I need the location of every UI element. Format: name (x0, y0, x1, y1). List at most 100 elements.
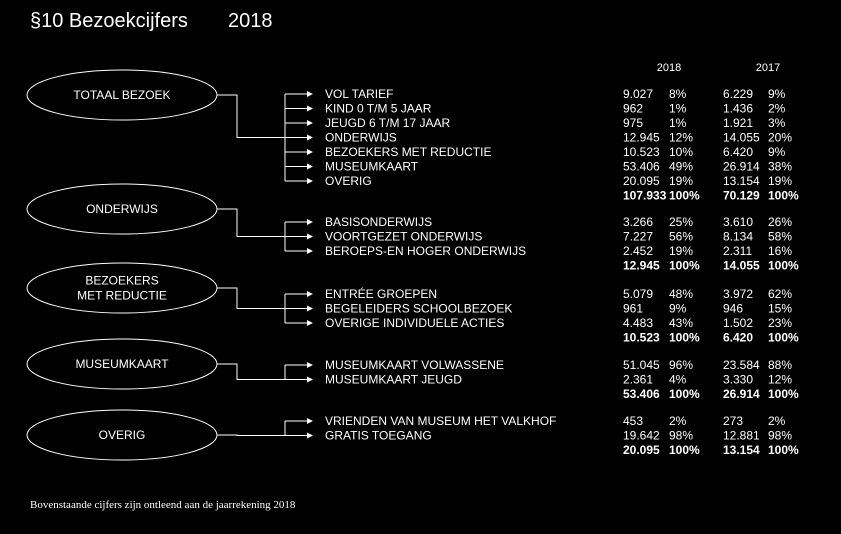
arrowhead (307, 149, 313, 155)
total-percent-2017: 100% (768, 387, 799, 401)
percent-2017: 26% (768, 215, 792, 229)
total-2018: 107.933 (623, 189, 667, 203)
value-2017: 3.610 (723, 215, 753, 229)
value-2017: 14.055 (723, 131, 760, 145)
value-2018: 9.027 (623, 87, 653, 101)
arrowhead (307, 320, 313, 326)
percent-2018: 96% (669, 358, 693, 372)
category-label: ENTRÉE GROEPEN (325, 286, 437, 301)
total-2018: 20.095 (623, 443, 660, 457)
arrowhead (307, 120, 313, 126)
category-label: OVERIGE INDIVIDUELE ACTIES (325, 316, 504, 330)
connector-elbow (217, 434, 285, 436)
value-2018: 975 (623, 116, 643, 130)
value-2018: 20.095 (623, 174, 660, 188)
total-percent-2017: 100% (768, 189, 799, 203)
percent-2018: 4% (669, 373, 687, 387)
value-2018: 19.642 (623, 429, 660, 443)
value-2017: 1.436 (723, 102, 753, 116)
value-2018: 3.266 (623, 215, 653, 229)
value-2018: 12.945 (623, 131, 660, 145)
total-percent-2018: 100% (669, 259, 700, 273)
percent-2018: 1% (669, 102, 687, 116)
value-2017: 946 (723, 302, 743, 316)
total-2017: 14.055 (723, 259, 760, 273)
group-label: BEZOEKERS (85, 274, 158, 288)
total-2017: 26.914 (723, 387, 760, 401)
percent-2018: 19% (669, 174, 693, 188)
percent-2018: 43% (669, 316, 693, 330)
value-2017: 3.330 (723, 373, 753, 387)
total-2017: 70.129 (723, 189, 760, 203)
percent-2017: 88% (768, 358, 792, 372)
percent-2017: 16% (768, 244, 792, 258)
total-percent-2018: 100% (669, 443, 700, 457)
category-label: MUSEUMKAART VOLWASSENE (325, 358, 504, 372)
total-2017: 13.154 (723, 443, 760, 457)
value-2017: 273 (723, 414, 743, 428)
value-2018: 2.452 (623, 244, 653, 258)
percent-2017: 58% (768, 230, 792, 244)
arrowhead (307, 291, 313, 297)
percent-2018: 9% (669, 302, 687, 316)
connector-elbow (217, 94, 285, 138)
percent-2017: 15% (768, 302, 792, 316)
total-percent-2018: 100% (669, 189, 700, 203)
group-label: MUSEUMKAART (75, 357, 169, 371)
total-2018: 53.406 (623, 387, 660, 401)
percent-2017: 38% (768, 160, 792, 174)
footnote: Bovenstaande cijfers zijn ontleend aan d… (30, 499, 296, 511)
percent-2017: 9% (768, 87, 786, 101)
page-title: §10 Bezoekcijfers (30, 10, 188, 32)
group-label: MET REDUCTIE (77, 289, 167, 303)
total-2017: 6.420 (723, 331, 753, 345)
category-label: VRIENDEN VAN MUSEUM HET VALKHOF (325, 414, 556, 428)
arrowhead (307, 91, 313, 97)
value-2017: 3.972 (723, 287, 753, 301)
percent-2017: 12% (768, 373, 792, 387)
total-percent-2017: 100% (768, 259, 799, 273)
title-year: 2018 (228, 10, 273, 32)
percent-2018: 98% (669, 429, 693, 443)
percent-2017: 2% (768, 102, 786, 116)
connector-elbow (217, 208, 285, 237)
percent-2018: 2% (669, 414, 687, 428)
percent-2017: 19% (768, 174, 792, 188)
group-label: TOTAAL BEZOEK (73, 88, 170, 102)
value-2017: 26.914 (723, 160, 760, 174)
category-label: KIND 0 T/M 5 JAAR (325, 102, 432, 116)
value-2017: 12.881 (723, 429, 760, 443)
total-2018: 12.945 (623, 259, 660, 273)
category-label: VOL TARIEF (325, 87, 393, 101)
category-label: GRATIS TOEGANG (325, 429, 432, 443)
value-2018: 53.406 (623, 160, 660, 174)
value-2018: 10.523 (623, 145, 660, 159)
category-label: ONDERWIJS (325, 131, 397, 145)
category-label: VOORTGEZET ONDERWIJS (325, 230, 482, 244)
arrowhead (307, 105, 313, 112)
group-label: OVERIG (99, 428, 146, 442)
category-label: OVERIG (325, 174, 372, 188)
value-2018: 2.361 (623, 373, 653, 387)
arrowhead (307, 163, 313, 170)
value-2017: 6.229 (723, 87, 753, 101)
percent-2018: 56% (669, 230, 693, 244)
arrowhead (307, 305, 313, 312)
total-percent-2017: 100% (768, 443, 799, 457)
category-label: BEROEPS-EN HOGER ONDERWIJS (325, 244, 526, 258)
total-2018: 10.523 (623, 331, 660, 345)
percent-2018: 48% (669, 287, 693, 301)
arrowhead (307, 362, 313, 368)
percent-2018: 25% (669, 215, 693, 229)
total-percent-2017: 100% (768, 331, 799, 345)
percent-2018: 8% (669, 87, 687, 101)
arrowhead (307, 178, 313, 184)
percent-2017: 9% (768, 145, 786, 159)
percent-2017: 20% (768, 131, 792, 145)
value-2018: 961 (623, 302, 643, 316)
value-2018: 5.079 (623, 287, 653, 301)
percent-2018: 12% (669, 131, 693, 145)
percent-2017: 62% (768, 287, 792, 301)
value-2017: 1.502 (723, 316, 753, 330)
category-label: BASISONDERWIJS (325, 215, 432, 229)
